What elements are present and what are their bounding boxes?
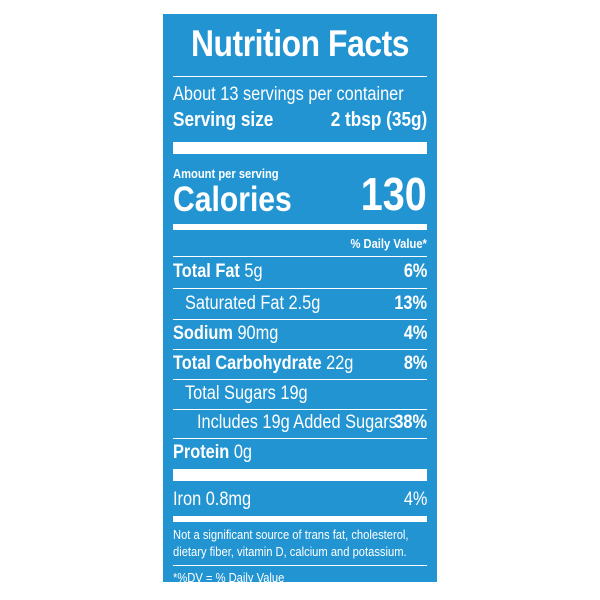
nutrient-name: Total Fat (173, 261, 240, 282)
nutrient-name: Sodium (173, 323, 233, 344)
nutrient-pct: 8% (403, 353, 427, 374)
nutrient-pct: 6% (403, 261, 427, 282)
divider-thick (173, 469, 427, 481)
nutrient-amount: 22g (326, 353, 354, 374)
nutrient-pct: 4% (403, 323, 427, 344)
nutrient-amount: 0g (233, 442, 253, 463)
divider (173, 319, 427, 320)
nutrient-name: Iron (173, 489, 202, 510)
nutrient-amount: 5g (244, 261, 263, 282)
nutrient-row-added-sugars: Includes 19g Added Sugars 38% (173, 411, 427, 435)
nutrient-name: Total Carbohydrate (173, 353, 322, 374)
divider (173, 76, 427, 77)
nutrient-row-iron: Iron 0.8mg 4% (173, 488, 427, 512)
divider (173, 379, 427, 380)
calories-label: Calories (173, 180, 292, 219)
nutrient-pct: 13% (394, 293, 427, 314)
nutrient-row-saturated-fat: Saturated Fat 2.5g 13% (173, 292, 427, 316)
divider-medium (173, 224, 427, 230)
divider-thick (173, 142, 427, 154)
serving-size-value: 2 tbsp (35g) (330, 109, 427, 131)
nutrient-row-sodium: Sodium 90mg 4% (173, 322, 427, 346)
nutrient-row-total-fat: Total Fat 5g 6% (173, 260, 427, 284)
footnote: Not a significant source of trans fat, c… (173, 527, 409, 559)
nutrient-name: Total Sugars (185, 383, 276, 404)
serving-size-row: Serving size 2 tbsp (35g) (173, 109, 427, 135)
nutrient-name: Saturated Fat (185, 293, 285, 314)
divider (173, 438, 427, 439)
nutrient-pct: 4% (403, 489, 427, 510)
divider (173, 288, 427, 289)
nutrition-facts-label: Nutrition Facts About 13 servings per co… (163, 14, 437, 585)
amount-per-serving: Amount per serving (173, 166, 279, 181)
nutrient-row-protein: Protein 0g (173, 441, 427, 465)
servings-per-container: About 13 servings per container (173, 84, 404, 105)
nutrient-pct: 38% (394, 412, 427, 433)
nutrient-row-total-carbohydrate: Total Carbohydrate 22g 8% (173, 352, 427, 376)
nutrient-amount: 19g (280, 383, 308, 404)
nutrient-name: Protein (173, 442, 230, 463)
nutrient-name: Includes 19g Added Sugars (197, 412, 397, 433)
label-title: Nutrition Facts (190, 23, 410, 64)
daily-value-note: *%DV = % Daily Value (173, 570, 285, 585)
calories-value: 130 (360, 168, 427, 220)
divider (173, 256, 427, 257)
nutrient-amount: 0.8mg (205, 489, 252, 510)
daily-value-header: % Daily Value* (350, 236, 427, 251)
nutrient-amount: 2.5g (288, 293, 321, 314)
label-content: Nutrition Facts About 13 servings per co… (173, 14, 427, 585)
divider-medium (173, 516, 427, 522)
serving-size-label: Serving size (173, 109, 274, 131)
nutrient-amount: 90mg (237, 323, 279, 344)
divider (173, 565, 427, 566)
nutrient-row-total-sugars: Total Sugars 19g (173, 382, 427, 406)
divider (173, 409, 427, 410)
divider (173, 349, 427, 350)
